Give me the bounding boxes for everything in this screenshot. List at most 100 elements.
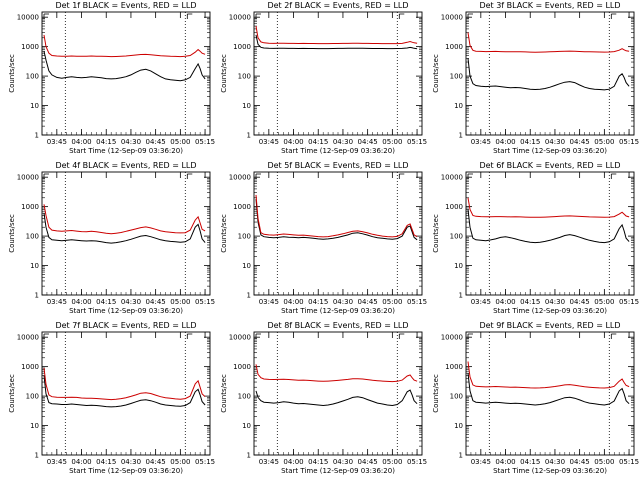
detector-panel-9: Det 9f BLACK = Events, RED = LLD 1 10 100 10…: [432, 321, 639, 475]
end-bracket-icon: [186, 13, 193, 19]
x-tick-label: 04:30: [121, 138, 141, 146]
plot-frame: [465, 331, 635, 456]
lld-series-line: [43, 204, 206, 235]
x-tick-label: 04:15: [96, 298, 116, 306]
y-axis-label: Counts/sec: [432, 214, 440, 253]
x-tick-label: 04:15: [308, 138, 328, 146]
detector-panel-7: Det 7f BLACK = Events, RED = LLD 1 10 100 10…: [8, 321, 215, 475]
x-tick-label: 05:15: [407, 458, 427, 466]
plot-frame: [253, 171, 423, 296]
x-tick-label: 04:00: [495, 298, 515, 306]
y-tick-label: 1: [459, 132, 463, 140]
events-series-line: [43, 51, 206, 82]
x-tick-label: 04:15: [308, 458, 328, 466]
x-tick-label: 03:45: [471, 298, 491, 306]
y-tick-label: 1: [459, 452, 463, 460]
x-tick-label: 05:15: [619, 298, 639, 306]
x-tick-label: 05:00: [594, 138, 614, 146]
x-tick-label: 05:15: [619, 458, 639, 466]
lld-series-line: [467, 197, 630, 218]
events-series-line: [255, 34, 418, 50]
x-axis-label: Start Time (12-Sep-09 03:36:20): [281, 307, 395, 315]
x-tick-label: 04:00: [283, 138, 303, 146]
x-tick-label: 04:00: [71, 138, 91, 146]
y-tick-label: 1: [35, 292, 39, 300]
x-tick-label: 04:30: [333, 138, 353, 146]
y-tick-label: 10: [242, 422, 251, 430]
x-tick-label: 04:30: [121, 458, 141, 466]
end-bracket-icon: [610, 13, 617, 19]
y-tick-label: 100: [450, 233, 463, 241]
start-bracket-icon: [43, 333, 49, 339]
y-tick-label: 1000: [21, 363, 39, 371]
x-tick-label: 04:30: [545, 298, 565, 306]
x-tick-label: 05:00: [382, 138, 402, 146]
y-tick-label: 1000: [445, 203, 463, 211]
y-tick-label: 10000: [17, 334, 39, 342]
x-tick-label: 04:15: [96, 458, 116, 466]
x-tick-label: 04:30: [333, 458, 353, 466]
lld-series-line: [255, 26, 418, 45]
y-tick-label: 10000: [17, 14, 39, 22]
x-tick-label: 04:30: [333, 298, 353, 306]
x-axis-label: Start Time (12-Sep-09 03:36:20): [493, 467, 607, 475]
y-tick-label: 100: [238, 73, 251, 81]
y-tick-label: 1: [247, 452, 251, 460]
start-bracket-icon: [43, 173, 49, 179]
y-tick-label: 1: [247, 132, 251, 140]
start-bracket-icon: [467, 13, 473, 19]
y-tick-label: 100: [238, 233, 251, 241]
start-bracket-icon: [43, 13, 49, 19]
detector-panel-8: Det 8f BLACK = Events, RED = LLD 1 10 100 10…: [220, 321, 427, 475]
y-tick-label: 1000: [233, 363, 251, 371]
x-tick-label: 05:15: [195, 458, 215, 466]
x-tick-label: 05:00: [382, 298, 402, 306]
y-tick-label: 1: [35, 132, 39, 140]
x-axis-label: Start Time (12-Sep-09 03:36:20): [493, 147, 607, 155]
y-axis-label: Counts/sec: [8, 214, 16, 253]
y-tick-label: 1: [247, 292, 251, 300]
x-axis-label: Start Time (12-Sep-09 03:36:20): [69, 307, 183, 315]
panel-title: Det 1f BLACK = Events, RED = LLD: [55, 1, 196, 10]
end-bracket-icon: [398, 13, 405, 19]
end-bracket-icon: [610, 333, 617, 339]
panel-title: Det 2f BLACK = Events, RED = LLD: [267, 1, 408, 10]
y-tick-label: 1000: [233, 43, 251, 51]
y-tick-label: 10: [30, 262, 39, 270]
x-tick-label: 05:15: [195, 298, 215, 306]
events-series-line: [43, 213, 206, 244]
start-bracket-icon: [467, 173, 473, 179]
y-tick-label: 100: [238, 393, 251, 401]
events-series-line: [467, 58, 630, 91]
x-axis-label: Start Time (12-Sep-09 03:36:20): [69, 467, 183, 475]
plot-frame: [465, 11, 635, 136]
plot-frame: [465, 171, 635, 296]
plot-frame: [253, 11, 423, 136]
y-tick-label: 1000: [233, 203, 251, 211]
end-bracket-icon: [398, 333, 405, 339]
events-series-line: [255, 389, 418, 407]
y-tick-label: 10: [30, 422, 39, 430]
start-bracket-icon: [255, 173, 261, 179]
x-tick-label: 03:45: [471, 458, 491, 466]
x-tick-label: 05:00: [594, 458, 614, 466]
x-tick-label: 05:15: [407, 298, 427, 306]
x-tick-label: 04:45: [146, 458, 166, 466]
lld-series-line: [43, 34, 206, 58]
panel-title: Det 5f BLACK = Events, RED = LLD: [267, 161, 408, 170]
x-tick-label: 04:45: [146, 138, 166, 146]
x-tick-label: 04:00: [283, 298, 303, 306]
events-series-line: [467, 373, 630, 406]
end-bracket-icon: [186, 173, 193, 179]
panel-title: Det 7f BLACK = Events, RED = LLD: [55, 321, 196, 330]
plot-frame: [41, 11, 211, 136]
x-tick-label: 03:45: [259, 298, 279, 306]
y-axis-label: Counts/sec: [220, 374, 228, 413]
y-axis-label: Counts/sec: [432, 54, 440, 93]
y-axis-label: Counts/sec: [220, 54, 228, 93]
start-bracket-icon: [467, 333, 473, 339]
lld-series-line: [255, 364, 418, 383]
x-tick-label: 04:00: [71, 458, 91, 466]
detector-panel-1: Det 1f BLACK = Events, RED = LLD 1 10 100 10…: [8, 1, 215, 155]
